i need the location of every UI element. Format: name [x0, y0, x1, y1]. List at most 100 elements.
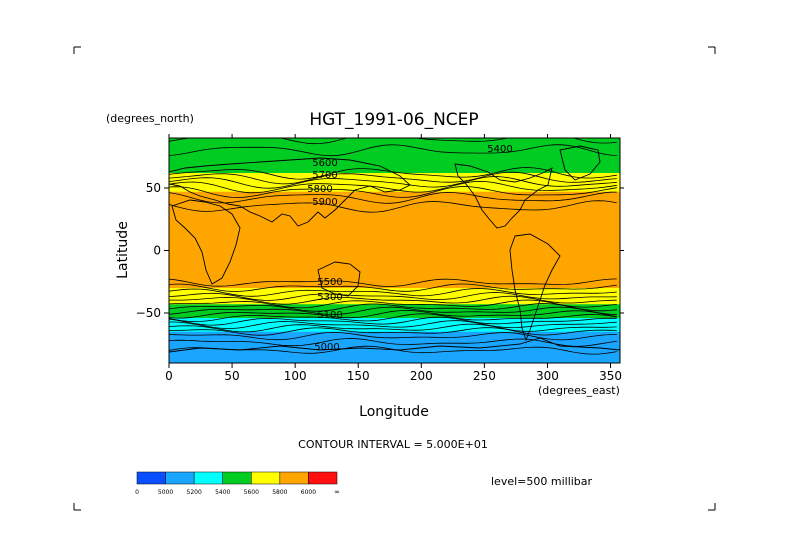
color-band [169, 239, 620, 242]
color-band [169, 178, 620, 180]
color-band [169, 265, 620, 268]
color-band [169, 268, 620, 270]
corner-mark-bottom-right [708, 503, 716, 511]
color-band [169, 185, 620, 188]
color-band [169, 259, 620, 262]
color-band [169, 150, 620, 153]
color-band [169, 246, 620, 249]
corner-marks [73, 46, 716, 511]
legend-tick-label: 5400 [215, 489, 230, 496]
color-band [169, 234, 620, 237]
color-band [169, 325, 620, 328]
contour-line [169, 338, 617, 347]
color-band [169, 249, 620, 252]
contour-label: 5000 [314, 342, 339, 353]
color-band [169, 179, 620, 182]
color-band [169, 275, 620, 278]
color-band [169, 355, 620, 358]
color-band [169, 175, 620, 178]
color-band [169, 219, 620, 222]
color-band [169, 223, 620, 225]
legend-swatch [136, 471, 166, 485]
color-band [169, 190, 620, 193]
color-band [169, 340, 620, 343]
legend-swatch [165, 471, 195, 485]
color-band [169, 156, 620, 159]
x-tick-label: 0 [165, 369, 173, 383]
color-band [169, 141, 620, 144]
color-band [169, 301, 620, 304]
color-band [169, 318, 620, 320]
color-band [169, 359, 620, 362]
color-band [169, 143, 620, 145]
color-band [169, 280, 620, 283]
color-band [169, 286, 620, 289]
color-band [169, 333, 620, 335]
coastline-australia [317, 261, 361, 297]
color-band [169, 216, 620, 219]
color-band [169, 146, 620, 149]
color-band [169, 288, 620, 290]
x-axis: 0 50 100 150 200 250 300 350 [165, 134, 622, 383]
color-band [169, 360, 620, 363]
y-tick-label: −50 [136, 306, 161, 320]
color-band [169, 354, 620, 357]
color-band [169, 344, 620, 347]
color-band [169, 264, 620, 267]
color-band [169, 345, 620, 348]
contour-line [169, 327, 617, 336]
color-band [169, 266, 620, 269]
color-band [169, 250, 620, 253]
color-band [169, 330, 620, 333]
color-band [169, 283, 620, 285]
color-band [169, 273, 620, 275]
legend-swatch [222, 471, 252, 485]
color-band [169, 309, 620, 312]
color-band [169, 209, 620, 212]
color-band [169, 195, 620, 198]
color-band [169, 248, 620, 250]
color-band [169, 284, 620, 287]
contour-line [169, 309, 617, 319]
color-band [169, 188, 620, 190]
corner-mark-top-right [708, 46, 716, 54]
coastlines [169, 145, 620, 353]
color-band [169, 161, 620, 164]
color-band [169, 138, 620, 140]
color-band [169, 329, 620, 332]
legend-swatch [193, 471, 223, 485]
color-band [169, 321, 620, 324]
color-band [169, 204, 620, 207]
contour-line [169, 320, 617, 329]
color-band [169, 159, 620, 162]
color-band [169, 278, 620, 280]
color-band [169, 328, 620, 330]
legend-tick-label: 5600 [244, 489, 259, 496]
contour-line [169, 283, 617, 292]
contour-line [169, 295, 617, 305]
y-axis-label: Latitude [115, 221, 131, 279]
coastline-south-america [509, 233, 561, 342]
color-band [169, 308, 620, 310]
x-units-label: (degrees_east) [538, 384, 620, 397]
color-band [169, 261, 620, 264]
color-band [169, 171, 620, 174]
color-band [169, 334, 620, 337]
color-band [169, 253, 620, 255]
x-tick-label: 150 [347, 369, 370, 383]
color-band [169, 235, 620, 238]
contour-line [169, 303, 617, 312]
color-band [169, 320, 620, 323]
color-band [169, 189, 620, 192]
x-tick-label: 200 [410, 369, 433, 383]
color-band [169, 244, 620, 247]
color-band [169, 306, 620, 309]
color-band [169, 315, 620, 318]
contour-line [169, 313, 617, 323]
color-band [169, 241, 620, 244]
color-band [169, 191, 620, 194]
color-band [169, 236, 620, 239]
color-band [169, 351, 620, 354]
corner-mark-bottom-left [73, 503, 81, 511]
